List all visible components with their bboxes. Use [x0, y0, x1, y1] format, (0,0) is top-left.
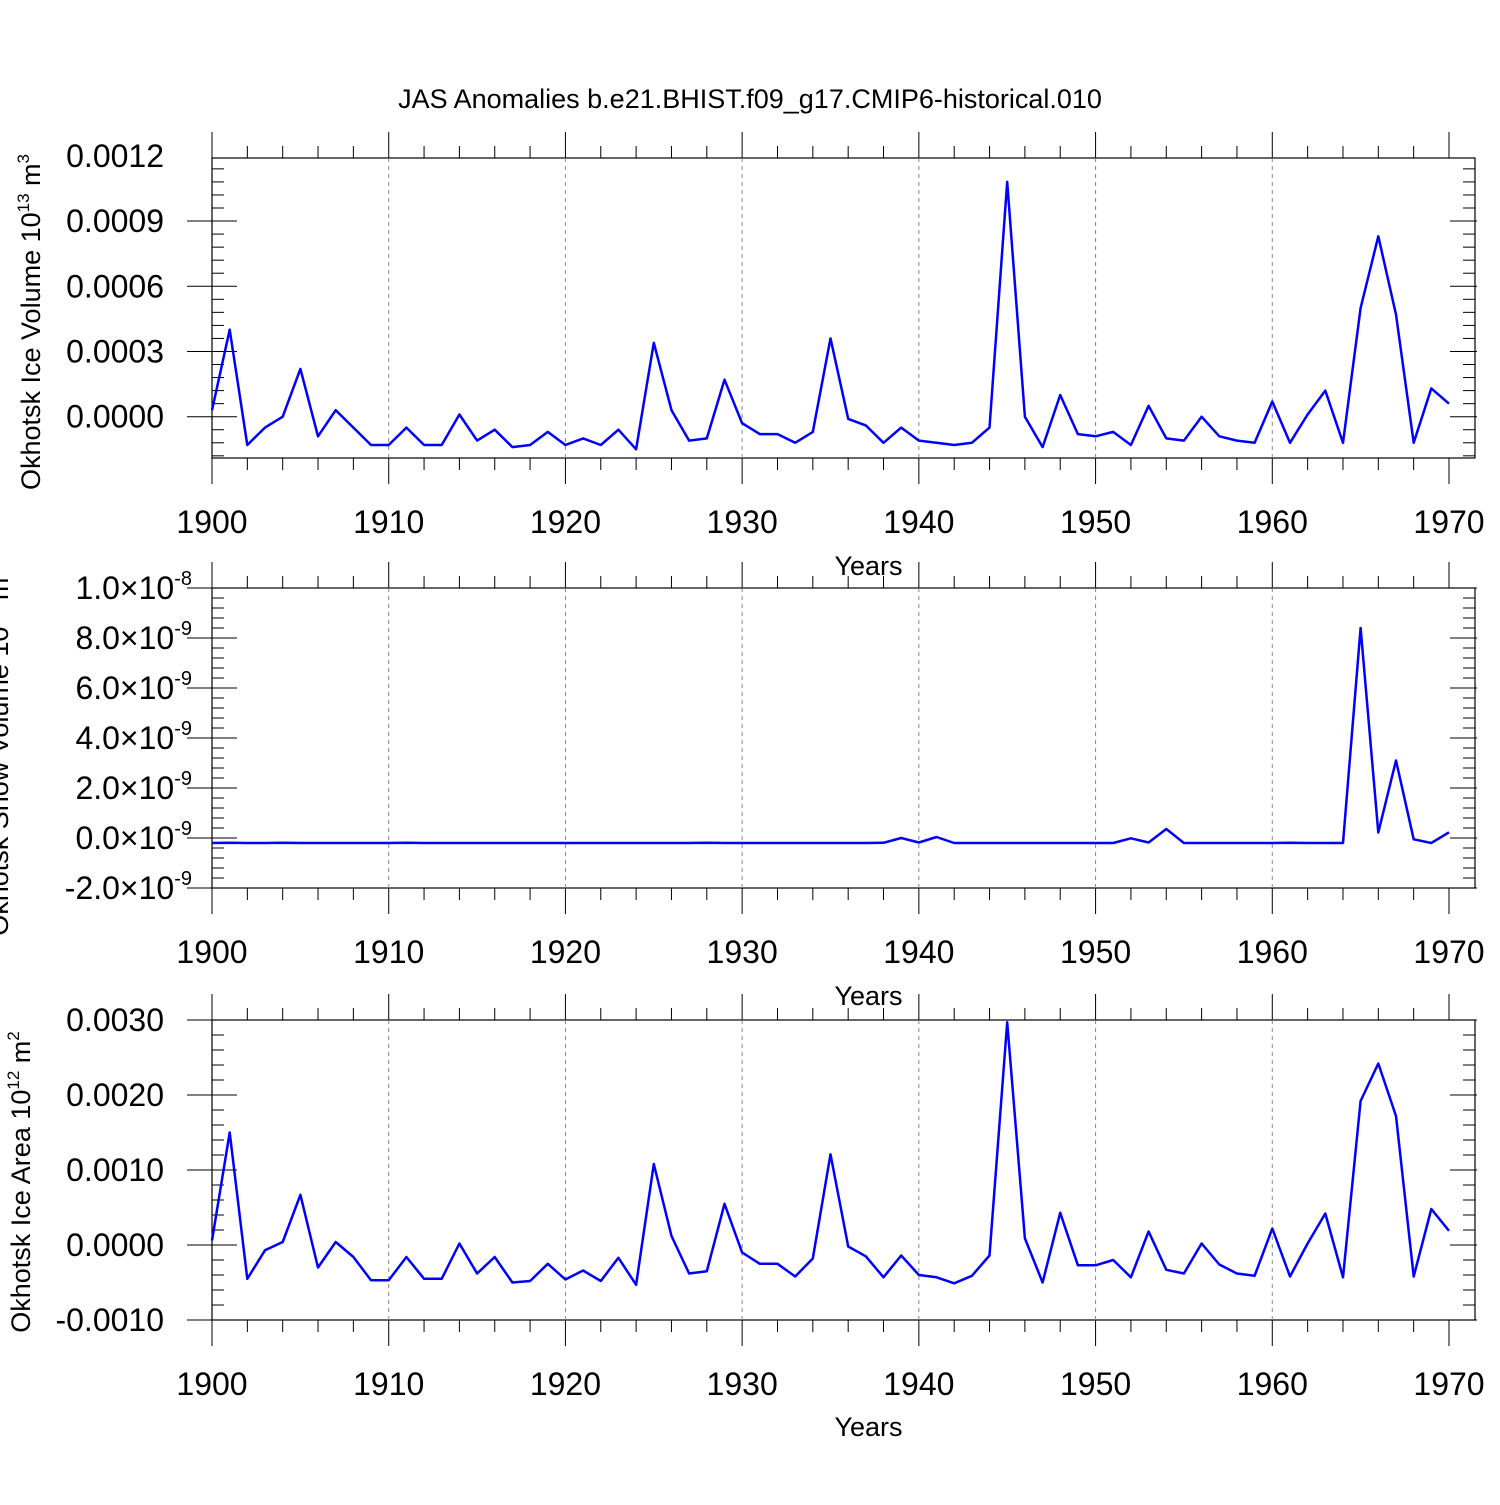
x-axis-label: Years: [834, 981, 902, 1011]
series-line: [210, 180, 1450, 451]
x-tick-label: 1910: [353, 504, 424, 540]
series-line: [211, 626, 1450, 845]
y-tick-label: 0.0000: [66, 1227, 164, 1263]
y-tick-label: 0.0020: [66, 1077, 164, 1113]
y-tick-label: 6.0×10-9: [75, 668, 192, 706]
y-axis-label: Okhotsk Ice Volume 1013 m3: [14, 154, 46, 490]
y-tick-label: 0.0010: [66, 1152, 164, 1188]
x-tick-label: 1940: [883, 504, 954, 540]
panel-ice-volume: 1900 1910 1920 1930 1940 1950 1960 1970 Years 0.0…: [14, 132, 1485, 581]
chart-title: JAS Anomalies b.e21.BHIST.f09_g17.CMIP6-…: [398, 84, 1102, 114]
x-tick-label: 1910: [353, 934, 424, 970]
y-tick-label: 0.0009: [66, 203, 164, 239]
plot-frame: [211, 157, 1476, 459]
x-tick-label: 1960: [1237, 504, 1308, 540]
y-tick-label: 0.0×10-9: [75, 818, 192, 856]
x-tick-label: 1970: [1413, 1366, 1484, 1402]
x-tick-label: 1910: [353, 1366, 424, 1402]
y-axis-label: Okhotsk Ice Area 1012 m2: [4, 1031, 36, 1333]
x-tick-label: 1930: [707, 504, 778, 540]
series-line: [210, 1021, 1450, 1287]
x-tick-label: 1930: [707, 934, 778, 970]
y-tick-label: 0.0012: [66, 138, 164, 174]
y-tick-label: -2.0×10-9: [65, 868, 192, 906]
x-tick-label: 1900: [176, 504, 247, 540]
x-tick-label: 1900: [176, 934, 247, 970]
panel-ice-area: 1900 1910 1920 1930 1940 1950 1960 1970 Years -0.…: [4, 994, 1485, 1442]
x-tick-label: 1960: [1237, 1366, 1308, 1402]
y-axis-label: Okhotsk Snow Volume 1013 m3: [0, 568, 14, 936]
y-tick-label: 8.0×10-9: [75, 618, 192, 656]
x-tick-label: 1920: [530, 1366, 601, 1402]
x-tick-label: 1970: [1413, 504, 1484, 540]
x-tick-label: 1950: [1060, 504, 1131, 540]
panel-snow-volume: 1900 1910 1920 1930 1940 1950 1960 1970 Years -2.…: [0, 562, 1485, 1011]
x-tick-label: 1970: [1413, 934, 1484, 970]
y-tick-label: 0.0003: [66, 333, 164, 369]
y-tick-label: 0.0006: [66, 268, 164, 304]
y-tick-label: 4.0×10-9: [75, 718, 192, 756]
y-tick-label: 2.0×10-9: [75, 768, 192, 806]
y-tick-label: 1.0×10-8: [75, 568, 192, 606]
x-tick-label: 1920: [530, 504, 601, 540]
x-tick-label: 1930: [707, 1366, 778, 1402]
y-tick-label: 0.0030: [66, 1002, 164, 1038]
x-tick-label: 1900: [176, 1366, 247, 1402]
x-axis-label: Years: [834, 551, 902, 581]
x-tick-label: 1940: [883, 1366, 954, 1402]
x-tick-label: 1950: [1060, 1366, 1131, 1402]
plot-frame: [211, 1019, 1476, 1321]
x-tick-label: 1940: [883, 934, 954, 970]
x-tick-label: 1920: [530, 934, 601, 970]
y-tick-label: -0.0010: [55, 1302, 164, 1338]
x-axis-label: Years: [834, 1412, 902, 1442]
x-tick-label: 1960: [1237, 934, 1308, 970]
y-tick-label: 0.0000: [66, 399, 164, 435]
x-tick-label: 1950: [1060, 934, 1131, 970]
